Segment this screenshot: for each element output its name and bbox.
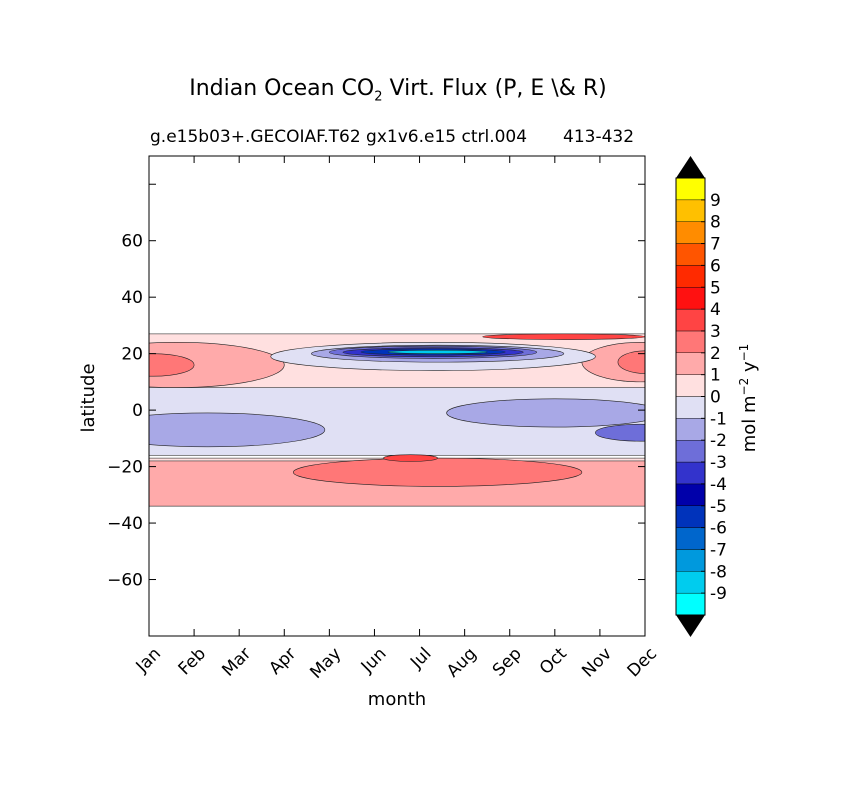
- chart-title-suffix: Virt. Flux (P, E \& R): [382, 76, 607, 101]
- x-axis-label: month: [368, 689, 426, 710]
- contour-equator-neg-2-west: [149, 412, 326, 448]
- colorbar-tick-label: 4: [710, 300, 721, 320]
- colorbar-tick-label: -6: [710, 519, 727, 539]
- colorbar-extend-high: [676, 156, 705, 178]
- contour-equator-neg-3-east: [595, 423, 645, 442]
- colorbar-segment: [675, 440, 706, 463]
- colorbar-tick-label: 6: [710, 256, 721, 276]
- colorbar-segment: [675, 243, 706, 266]
- contour-south-pos-4-core: [383, 454, 438, 462]
- colorbar-segment: [675, 352, 706, 375]
- chart-subtitle: g.e15b03+.GECOIAF.T62 gx1v6.e15 ctrl.004: [150, 127, 528, 147]
- colorbar-segment: [675, 418, 706, 441]
- y-tick-label: 60: [121, 232, 143, 252]
- y-axis: 60 40 20 0 −20 −40 −60: [107, 183, 645, 591]
- colorbar-tick-label: -7: [710, 540, 727, 560]
- colorbar-segment: [675, 221, 706, 244]
- contour-north-edge-pos-4: [482, 333, 645, 340]
- contour-equator-neg-2-east: [446, 398, 645, 428]
- y-tick-label: −60: [107, 571, 143, 591]
- colorbar-segment: [675, 287, 706, 310]
- colorbar-segment: [675, 527, 706, 550]
- colorbar-tick-label: 9: [710, 191, 721, 211]
- y-tick-label: 20: [121, 345, 143, 365]
- contour-arabian-neg-8: [387, 349, 488, 354]
- colorbar-tick-label: 8: [710, 213, 721, 233]
- colorbar-label-exp-1: −2: [737, 378, 751, 396]
- y-tick-label: 0: [132, 401, 143, 421]
- colorbar-label-unit-mol: mol m: [739, 395, 760, 452]
- colorbar-segment: [675, 265, 706, 288]
- colorbar-segment: [675, 592, 706, 616]
- colorbar-segment: [675, 549, 706, 572]
- colorbar-extend-low: [676, 615, 705, 637]
- colorbar-tick-label: -9: [710, 584, 727, 604]
- chart-title-subscript: 2: [374, 89, 383, 105]
- colorbar: [675, 156, 706, 637]
- colorbar-tick-label: 0: [710, 388, 721, 408]
- contour-layer: [149, 333, 645, 507]
- colorbar-tick-label: 2: [710, 344, 721, 364]
- y-tick-label: −20: [107, 458, 143, 478]
- colorbar-tick-label: -8: [710, 562, 727, 582]
- colorbar-segment: [675, 571, 706, 594]
- colorbar-segment: [675, 199, 706, 222]
- colorbar-segment: [675, 483, 706, 506]
- y-tick-label: −40: [107, 514, 143, 534]
- colorbar-segment: [675, 505, 706, 528]
- colorbar-tick-label: -4: [710, 475, 727, 495]
- colorbar-tick-label: 5: [710, 278, 721, 298]
- chart-subtitle-years: 413-432: [563, 127, 635, 147]
- chart-title-prefix: Indian Ocean CO: [189, 76, 375, 101]
- colorbar-segment: [675, 374, 706, 397]
- colorbar-tick-label: 1: [710, 366, 721, 386]
- plot-area: [149, 333, 645, 507]
- colorbar-label: mol m−2 y−1: [737, 344, 760, 453]
- y-axis-label: latitude: [78, 363, 99, 432]
- colorbar-segment: [675, 177, 706, 201]
- colorbar-tick-label: -3: [710, 453, 727, 473]
- colorbar-segment: [675, 308, 706, 332]
- colorbar-segment: [675, 461, 706, 485]
- y-tick-label: 40: [121, 288, 143, 308]
- colorbar-tick-label: 7: [710, 235, 721, 255]
- contour-south-pos-3-core: [292, 457, 583, 487]
- colorbar-tick-label: -1: [710, 409, 727, 429]
- colorbar-tick-label: -5: [710, 497, 727, 517]
- colorbar-label-exp-2: −1: [737, 344, 751, 362]
- colorbar-segment: [675, 330, 706, 354]
- colorbar-label-unit-year: y: [739, 361, 760, 378]
- colorbar-tick-label: -2: [710, 431, 727, 451]
- chart-title: Indian Ocean CO2 Virt. Flux (P, E \& R): [0, 76, 796, 104]
- plot-frame: [148, 155, 646, 637]
- colorbar-tick-label: 3: [710, 322, 721, 342]
- colorbar-segment: [675, 396, 706, 419]
- contour-north-pos-2-west: [149, 342, 285, 388]
